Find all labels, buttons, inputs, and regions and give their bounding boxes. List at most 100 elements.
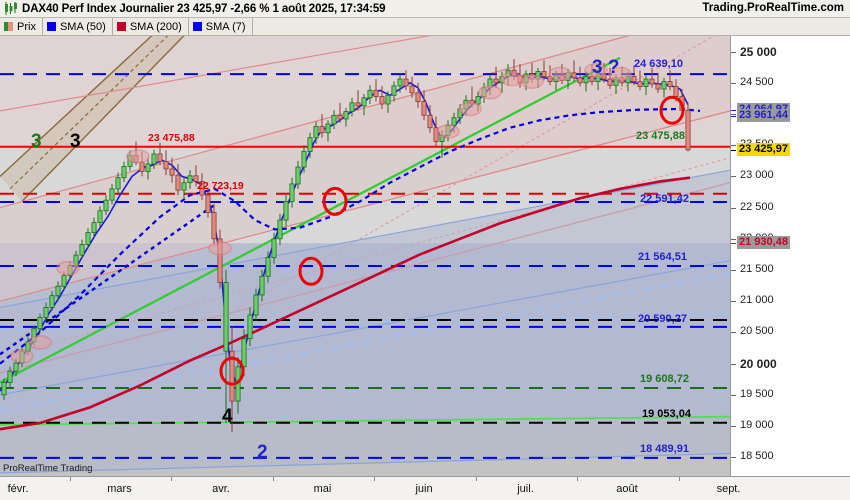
- candle-body: [61, 275, 67, 287]
- candle-body: [217, 238, 223, 283]
- candle-body: [283, 200, 289, 221]
- salmon-channel-line-1: [0, 110, 730, 302]
- pattern-ellipse-3: [126, 149, 150, 164]
- candle-body: [205, 194, 211, 214]
- price-tick-mark: [731, 176, 736, 178]
- candle-body: [301, 151, 307, 168]
- candle-body: [637, 81, 643, 87]
- level-label-20590: 20 590,27: [638, 312, 687, 325]
- candle-body: [49, 295, 55, 308]
- candle-body: [211, 212, 217, 240]
- candle-body: [577, 77, 583, 84]
- price-tick-mark: [731, 114, 736, 115]
- level-label-22591: 22 591,42: [640, 193, 689, 206]
- pattern-ellipse-2: [56, 260, 80, 276]
- wave-marker-2: 2: [257, 441, 268, 463]
- pattern-ellipse-0: [10, 348, 34, 364]
- pattern-ellipse-6: [458, 101, 482, 117]
- price-tick-mark: [731, 394, 736, 396]
- time-tick-label: mai: [313, 483, 332, 495]
- annotation-circle-1[interactable]: [298, 256, 324, 286]
- candle-body: [169, 168, 175, 176]
- lower-blue-band: [0, 243, 730, 420]
- legend-label-sma7: SMA (7): [205, 20, 246, 33]
- level-label-19053: 19 053,04: [642, 407, 691, 420]
- price-tick-label: 20 000: [740, 356, 777, 371]
- candle-body: [13, 362, 19, 372]
- candle-body: [667, 81, 673, 87]
- price-tick-mark: [731, 332, 736, 334]
- candle-body: [55, 285, 61, 297]
- candle-body: [241, 338, 247, 368]
- candle-body: [91, 222, 97, 233]
- chart-plot-area[interactable]: 23 475,88 22 723,19 24 639,10 23 475,88 22 5…: [0, 36, 730, 476]
- price-tag-marker: [731, 243, 736, 245]
- title-bar: DAX40 Perf Index Journalier 23 425,97 -2…: [0, 0, 850, 18]
- level-label-24639: 24 639,10: [634, 57, 683, 70]
- annotation-circle-0[interactable]: [219, 356, 245, 386]
- pattern-ellipse-4: [208, 240, 232, 256]
- candle-body: [109, 188, 115, 201]
- brand-label: Trading.ProRealTime.com: [702, 2, 844, 14]
- price-tick-label: 21 500: [740, 263, 774, 276]
- legend-item-sma50[interactable]: SMA (50): [43, 17, 113, 36]
- candle-body: [655, 83, 661, 90]
- candle-body: [331, 114, 337, 125]
- salmon-channel-line-2: [0, 182, 730, 374]
- price-tick-mark: [731, 82, 736, 84]
- price-tick-mark: [731, 270, 736, 272]
- time-tick-label: juil.: [517, 483, 534, 495]
- price-tick-mark: [731, 207, 736, 209]
- candle-body: [421, 101, 427, 116]
- pattern-ellipse-5: [436, 124, 460, 139]
- time-axis[interactable]: févr. mars avr. mai juin juil. août sept.: [0, 476, 850, 500]
- channel-fill-brown: [0, 36, 184, 202]
- level-label-23476: 23 475,88: [636, 130, 685, 143]
- pattern-ellipse-9: [520, 74, 544, 89]
- legend-item-sma7[interactable]: SMA (7): [189, 17, 253, 36]
- candle-body: [355, 102, 361, 107]
- lightblue-dashed-line: [0, 272, 730, 412]
- level-tag-21930[interactable]: 21 930,48: [737, 236, 790, 250]
- candle-body: [325, 123, 331, 134]
- sma200-line: [0, 176, 691, 431]
- candle-body: [385, 94, 391, 105]
- candle-body: [361, 97, 367, 107]
- level-tag-23961[interactable]: 23 961,44: [737, 109, 790, 123]
- candle-body: [643, 78, 649, 87]
- candle-body: [367, 89, 373, 99]
- fork-line-1: [21, 36, 185, 202]
- candle-body: [271, 238, 277, 258]
- candle-body: [103, 199, 109, 212]
- price-tick-mark: [731, 457, 736, 459]
- annotation-circle-3[interactable]: [659, 95, 685, 125]
- candle-body: [175, 174, 181, 191]
- candle-body: [253, 294, 259, 316]
- time-tick-label: avr.: [212, 483, 230, 495]
- candle-body: [583, 76, 589, 84]
- price-tick-mark: [731, 145, 736, 147]
- candle-body: [259, 275, 265, 296]
- candle-body: [403, 78, 409, 87]
- level-label-18490: 18 489,91: [640, 442, 689, 455]
- price-tick-label: 19 000: [740, 419, 774, 432]
- candle-body: [397, 78, 403, 87]
- legend-label-sma200: SMA (200): [129, 20, 182, 33]
- price-tick-label: 21 000: [740, 294, 774, 307]
- last-price-tag[interactable]: 23 425,97: [737, 142, 790, 156]
- legend-item-price[interactable]: Prix: [0, 17, 43, 36]
- candle-body: [307, 137, 313, 152]
- channel-fill-lower-blue: [0, 170, 730, 473]
- annotation-circle-2[interactable]: [322, 186, 348, 216]
- lightblue-channel-line-1: [0, 452, 730, 474]
- price-tick-label: 18 500: [740, 450, 774, 463]
- candle-body: [247, 314, 253, 340]
- pattern-ellipse-7: [478, 84, 502, 100]
- candle-body: [631, 76, 637, 82]
- candle-body: [229, 350, 235, 402]
- level-label-19609: 19 608,72: [640, 372, 689, 385]
- legend-item-sma200[interactable]: SMA (200): [113, 17, 189, 36]
- candle-body: [187, 175, 193, 184]
- candle-body: [1, 381, 7, 396]
